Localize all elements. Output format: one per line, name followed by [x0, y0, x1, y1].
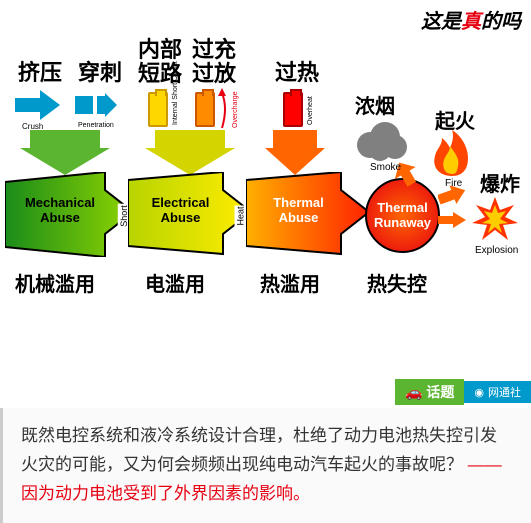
globe-icon: ◉ [474, 386, 484, 399]
smoke-en: Smoke [370, 162, 401, 173]
overcharge-en: Overcharge [232, 91, 239, 128]
explosion-cn: 爆炸 [480, 168, 520, 197]
caption-block: 既然电控系统和液冷系统设计合理，杜绝了动力电池热失控引发火灾的可能，又为何会频频… [0, 408, 531, 523]
watermark-badge: 这是真的吗 [421, 5, 521, 34]
down-arrow-therm-icon [265, 130, 325, 175]
battery-red-icon [283, 92, 303, 127]
down-arrow-mech-icon [20, 130, 110, 175]
stage-electrical-label: Electrical Abuse [138, 195, 223, 225]
crush-arrow-icon [15, 90, 65, 120]
stage-electrical-cn: 电滥用 [145, 268, 205, 297]
runaway-cn: 热失控 [367, 268, 427, 297]
agency-name: 网通社 [488, 384, 521, 400]
battery-short-en: Internal Short Circuit [172, 61, 179, 125]
label-penetration: 穿刺 [78, 55, 122, 87]
car-icon: 🚗 [405, 384, 422, 400]
stage-mechanical-label: Mechanical Abuse [15, 195, 105, 225]
topic-bar: 🚗 话题 ◉ 网通社 [0, 378, 531, 406]
watermark-prefix: 这是 [421, 11, 461, 33]
fire-en: Fire [445, 178, 462, 189]
smoke-icon [355, 115, 410, 165]
down-arrow-elec-icon [145, 130, 235, 175]
smoke-cn: 浓烟 [355, 90, 395, 119]
agency-badge: ◉ 网通社 [464, 381, 531, 403]
thermal-runaway-diagram: 这是真的吗 挤压 穿刺 内部 短路 过充 过放 过热 Crush Penetra… [0, 0, 531, 380]
explosion-en: Explosion [475, 245, 518, 256]
fire-cn: 起火 [435, 105, 475, 134]
connector-heat: Heat [235, 205, 247, 226]
penetration-arrow-icon [75, 90, 120, 120]
topic-badge: 🚗 话题 [395, 379, 464, 405]
label-overheat: 过热 [275, 55, 319, 87]
fire-icon [430, 128, 475, 178]
battery-yellow1-icon [148, 92, 168, 127]
arrow-explosion-icon [438, 212, 468, 228]
watermark-suffix: 的吗 [481, 11, 521, 33]
explosion-icon [470, 195, 520, 245]
topic-badge-text: 话题 [426, 384, 454, 400]
stage-thermal-cn: 热滥用 [260, 268, 320, 297]
stage-thermal-label: Thermal Abuse [256, 195, 341, 225]
label-crush: 挤压 [18, 55, 62, 87]
watermark-highlight: 真 [461, 11, 481, 33]
penetration-en: Penetration [78, 122, 114, 129]
overheat-en: Overheat [307, 96, 314, 125]
battery-orange-icon [195, 92, 215, 127]
overcharge-arrow-icon [218, 88, 230, 130]
caption-text: 既然电控系统和液冷系统设计合理，杜绝了动力电池热失控引发火灾的可能，又为何会频频… [21, 426, 497, 474]
label-overcharge: 过充 过放 [192, 38, 236, 86]
stage-mechanical-cn: 机械滥用 [15, 268, 95, 297]
